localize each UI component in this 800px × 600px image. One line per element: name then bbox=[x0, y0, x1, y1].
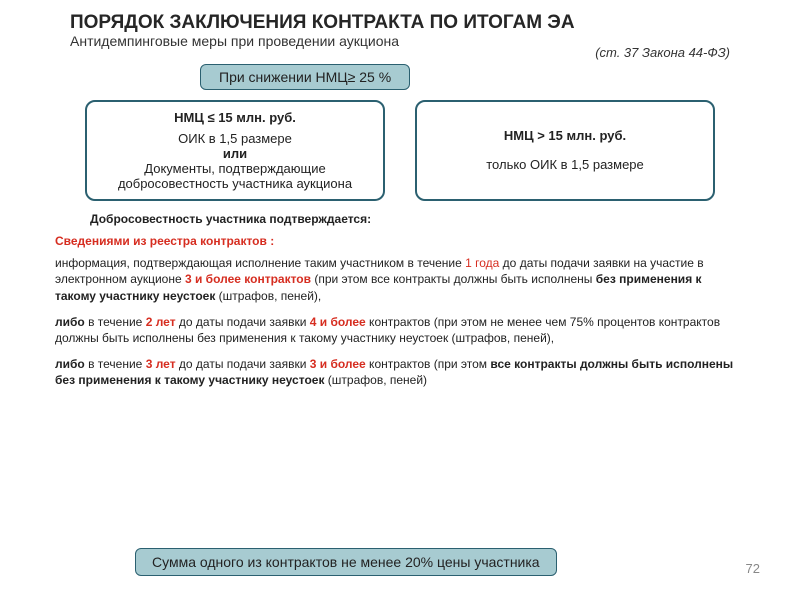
branches-row: НМЦ ≤ 15 млн. руб. ОИК в 1,5 размере или… bbox=[0, 100, 800, 201]
branch-right-line1: только ОИК в 1,5 размере bbox=[427, 157, 703, 172]
slide-title: ПОРЯДОК ЗАКЛЮЧЕНИЯ КОНТРАКТА ПО ИТОГАМ Э… bbox=[0, 0, 800, 35]
p5: либо в течение 3 лет до даты подачи заяв… bbox=[55, 356, 745, 388]
branch-left: НМЦ ≤ 15 млн. руб. ОИК в 1,5 размере или… bbox=[85, 100, 385, 201]
page-number: 72 bbox=[746, 561, 760, 576]
footer-box: Сумма одного из контрактов не менее 20% … bbox=[135, 548, 557, 576]
branch-left-line1: ОИК в 1,5 размере bbox=[97, 131, 373, 146]
branch-left-line3: Документы, подтверждающие добросовестнос… bbox=[97, 161, 373, 191]
branch-left-line2: или bbox=[97, 146, 373, 161]
p2: Сведениями из реестра контрактов : bbox=[55, 234, 274, 248]
p4: либо в течение 2 лет до даты подачи заяв… bbox=[55, 314, 745, 346]
branch-right-head: НМЦ > 15 млн. руб. bbox=[427, 128, 703, 143]
p1: Добросовестность участника подтверждаетс… bbox=[90, 212, 371, 226]
details-text: Добросовестность участника подтверждаетс… bbox=[0, 201, 800, 389]
p3: информация, подтверждающая исполнение та… bbox=[55, 255, 745, 304]
branch-right: НМЦ > 15 млн. руб. только ОИК в 1,5 разм… bbox=[415, 100, 715, 201]
branch-left-head: НМЦ ≤ 15 млн. руб. bbox=[97, 110, 373, 125]
condition-box: При снижении НМЦ≥ 25 % bbox=[200, 64, 410, 90]
